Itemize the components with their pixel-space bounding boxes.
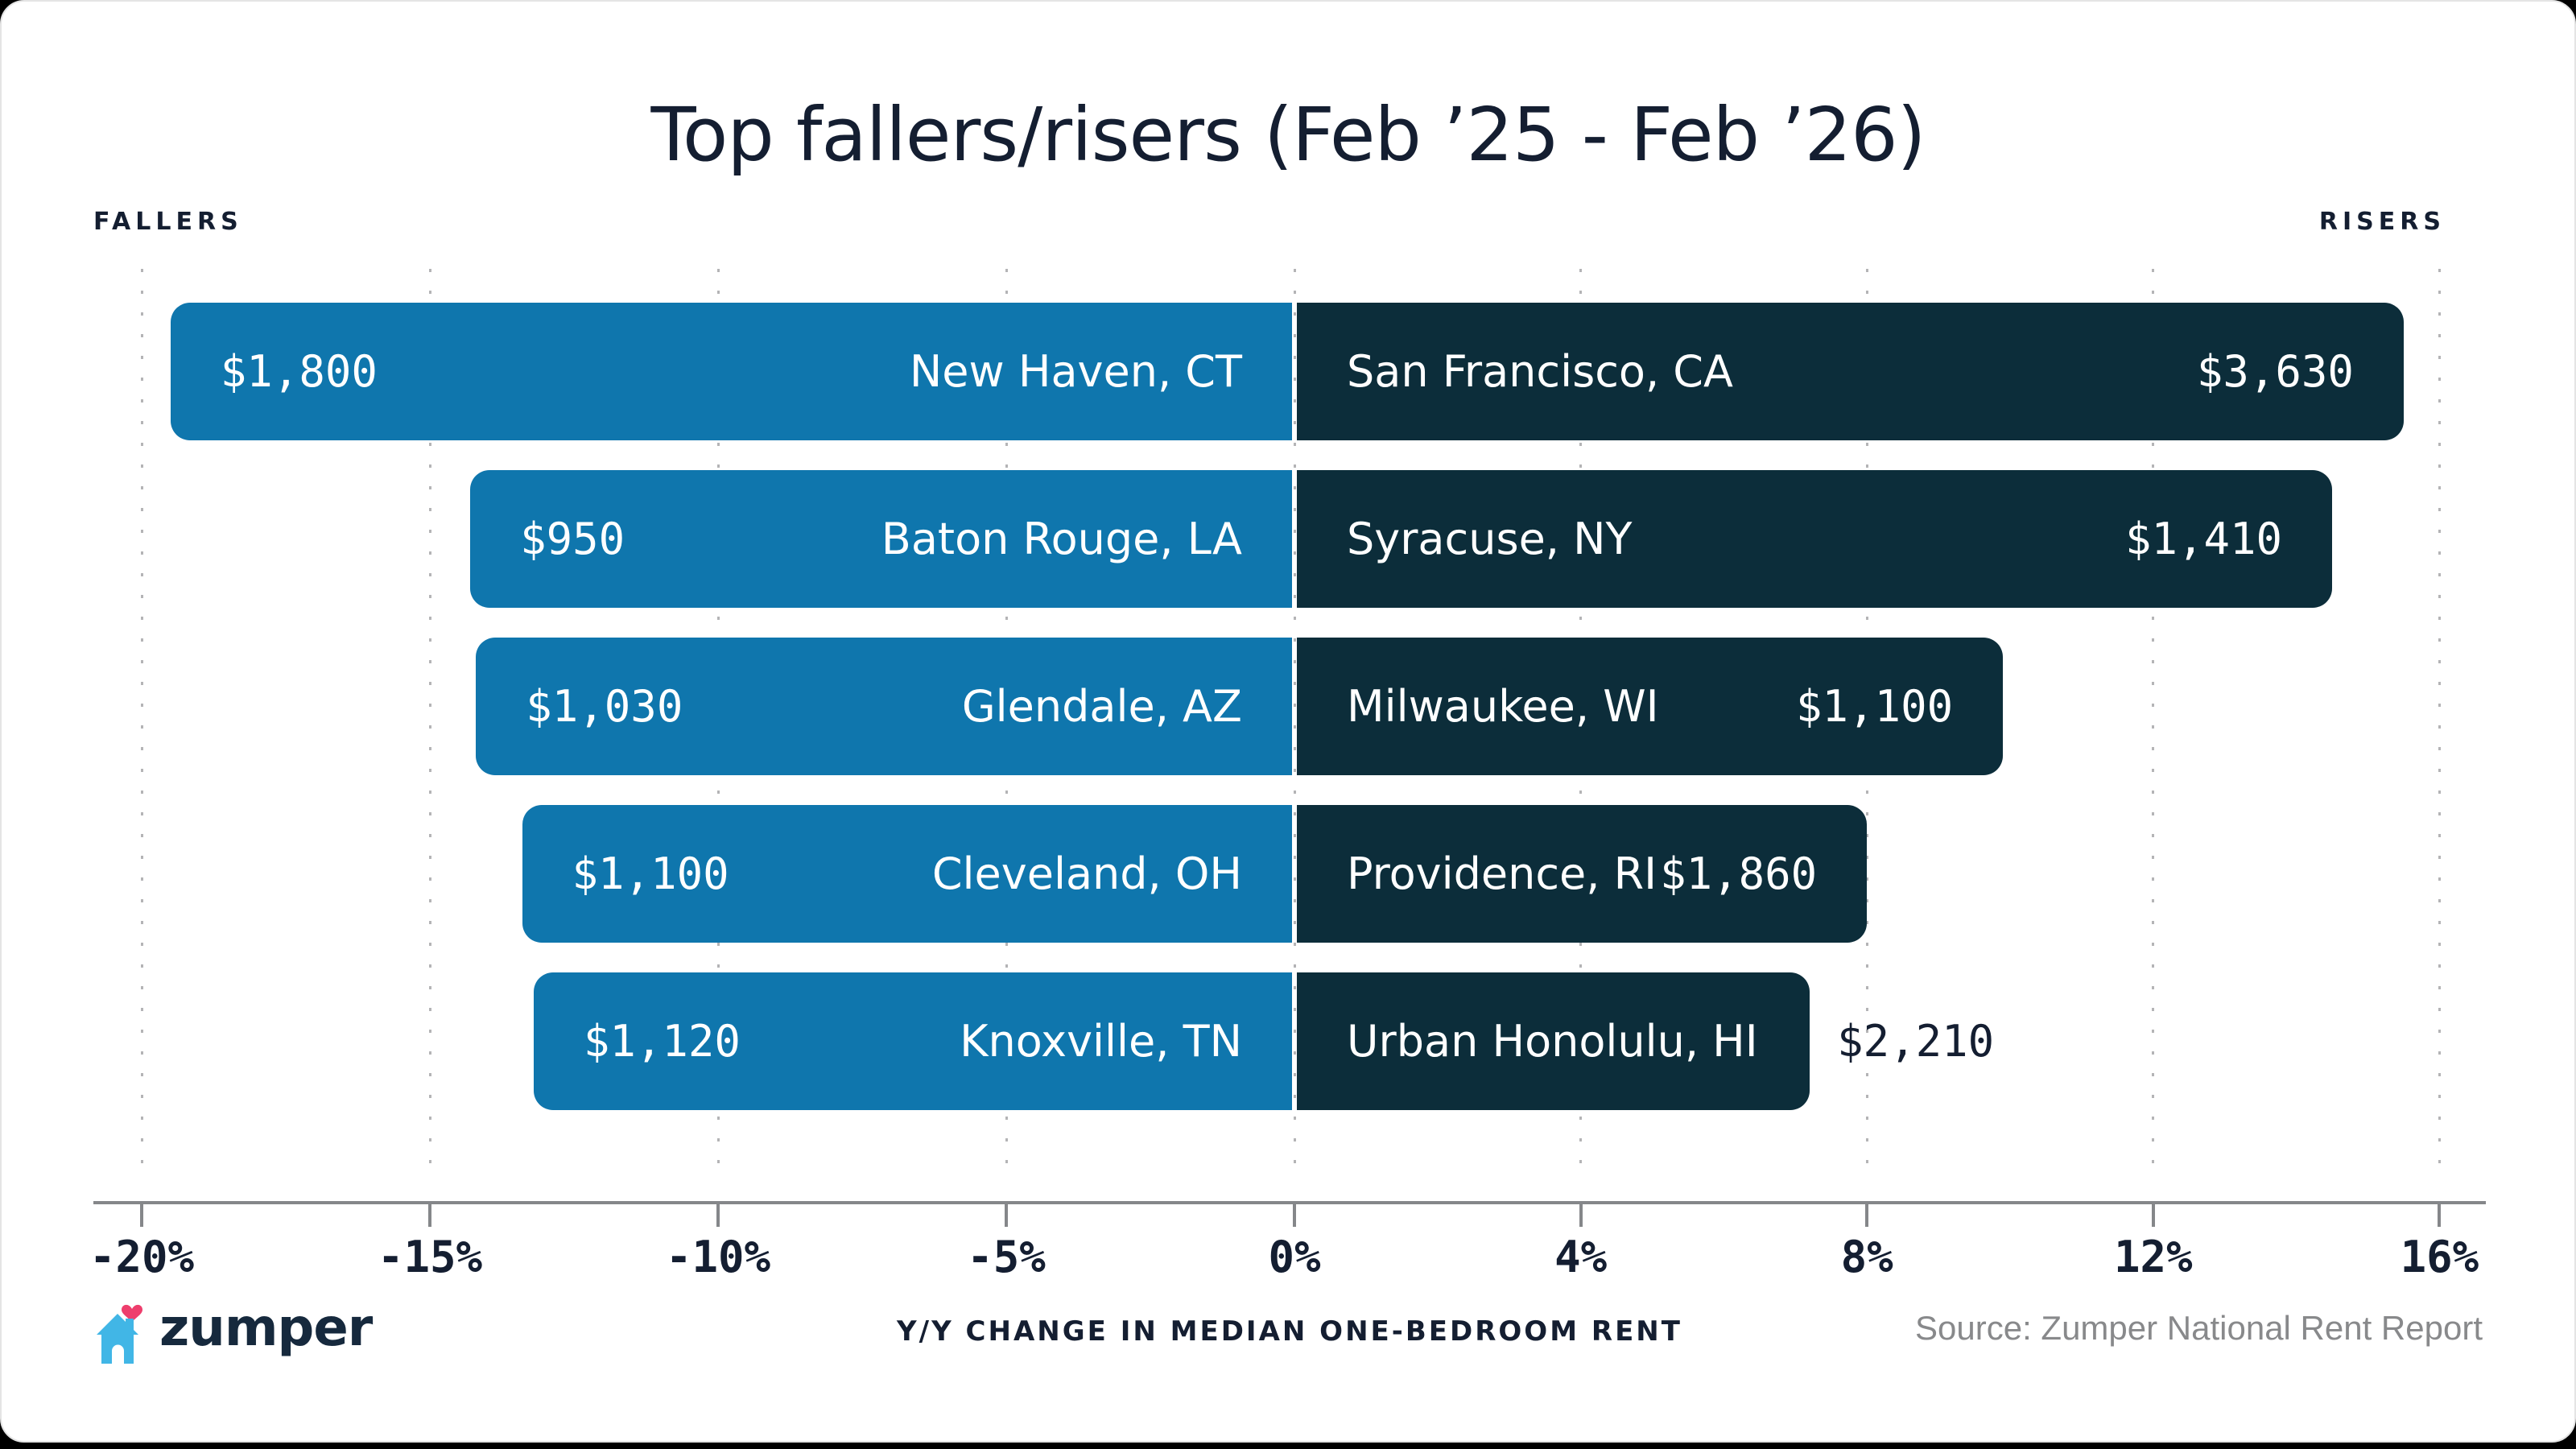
tick-label: -5%	[967, 1232, 1046, 1282]
faller-city: Glendale, AZ	[961, 681, 1242, 732]
footer: zumper Y/Y CHANGE IN MEDIAN ONE-BEDROOM …	[2, 1286, 2574, 1383]
x-axis-line	[93, 1201, 2486, 1204]
riser-bar: Milwaukee, WI $1,100	[1297, 638, 2004, 775]
tick-mark	[1005, 1204, 1008, 1227]
gridline	[140, 269, 143, 1170]
faller-rent: $1,800	[220, 346, 378, 397]
source-credit: Source: Zumper National Rent Report	[1915, 1309, 2483, 1347]
faller-rent: $1,030	[526, 681, 683, 732]
heart-icon	[122, 1304, 142, 1322]
faller-bar: $1,120 Knoxville, TN	[533, 972, 1292, 1110]
faller-rent: $1,100	[572, 848, 729, 899]
tick-label: -15%	[377, 1232, 483, 1282]
tick-label: -20%	[89, 1232, 195, 1282]
tick-mark	[140, 1204, 143, 1227]
riser-city: Milwaukee, WI	[1347, 681, 1659, 732]
tick-label: 16%	[2400, 1232, 2479, 1282]
riser-city: Urban Honolulu, HI	[1347, 1016, 1758, 1067]
tick-label: 0%	[1268, 1232, 1321, 1282]
tick-mark	[716, 1204, 720, 1227]
tick-label: 4%	[1554, 1232, 1608, 1282]
tick-mark	[1579, 1204, 1583, 1227]
gridline	[1293, 269, 1296, 1170]
faller-bar: $950 Baton Rouge, LA	[470, 470, 1292, 608]
faller-city: New Haven, CT	[909, 346, 1242, 397]
riser-rent: $3,630	[2196, 346, 2354, 397]
riser-city: San Francisco, CA	[1347, 346, 1733, 397]
zumper-house-icon	[97, 1304, 142, 1364]
tick-label: -10%	[665, 1232, 771, 1282]
riser-bar: San Francisco, CA $3,630	[1297, 303, 2404, 440]
faller-bar: $1,030 Glendale, AZ	[476, 638, 1292, 775]
risers-section-label: RISERS	[2318, 208, 2446, 236]
gridline	[2438, 269, 2441, 1170]
riser-city: Syracuse, NY	[1347, 514, 1633, 564]
faller-rent: $1,120	[583, 1016, 741, 1067]
riser-rent: $2,210	[1837, 1016, 1995, 1067]
gridline	[2152, 269, 2155, 1170]
faller-rent: $950	[520, 514, 625, 564]
tick-mark	[1865, 1204, 1869, 1227]
faller-bar: $1,100 Cleveland, OH	[522, 805, 1292, 943]
x-axis-caption: Y/Y CHANGE IN MEDIAN ONE-BEDROOM RENT	[897, 1315, 1682, 1348]
tick-mark	[428, 1204, 431, 1227]
faller-bar: $1,800 New Haven, CT	[170, 303, 1292, 440]
tick-label: 8%	[1840, 1232, 1893, 1282]
chart-title: Top fallers/risers (Feb ’25 - Feb ’26)	[650, 92, 1926, 178]
riser-bar: Providence, RI $1,860	[1297, 805, 1868, 943]
riser-bar: Urban Honolulu, HI	[1297, 972, 1810, 1110]
faller-city: Cleveland, OH	[931, 848, 1242, 899]
riser-bar: Syracuse, NY $1,410	[1297, 470, 2333, 608]
tick-label: 12%	[2114, 1232, 2193, 1282]
tick-mark	[2438, 1204, 2442, 1227]
riser-rent: $1,100	[1796, 681, 1954, 732]
faller-city: Knoxville, TN	[960, 1016, 1242, 1067]
riser-city: Providence, RI	[1347, 848, 1657, 899]
tick-mark	[1293, 1204, 1296, 1227]
zumper-wordmark: zumper	[159, 1298, 373, 1358]
faller-city: Baton Rouge, LA	[881, 514, 1242, 564]
riser-rent: $1,860	[1660, 848, 1818, 899]
gridline	[428, 269, 431, 1170]
zumper-logo: zumper	[97, 1291, 373, 1365]
fallers-section-label: FALLERS	[93, 208, 243, 236]
tick-mark	[2151, 1204, 2155, 1227]
riser-rent: $1,410	[2124, 514, 2283, 564]
